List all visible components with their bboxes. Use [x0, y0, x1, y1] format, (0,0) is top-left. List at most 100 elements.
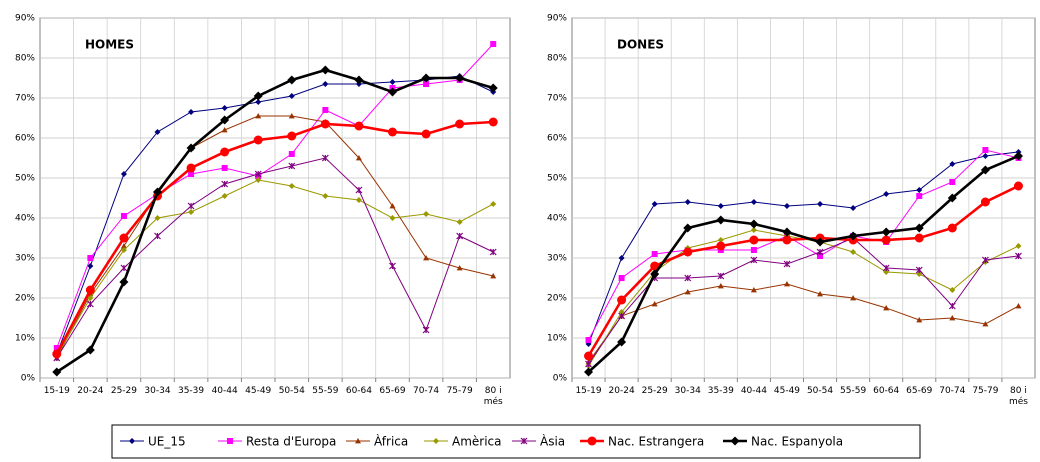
x-tick-label: 55-59 — [840, 386, 867, 396]
marker — [320, 119, 330, 129]
marker — [456, 219, 463, 225]
marker — [227, 438, 233, 444]
marker — [355, 438, 361, 444]
marker — [221, 165, 228, 171]
marker — [85, 285, 95, 295]
marker — [750, 256, 758, 264]
legend-label: Àsia — [540, 434, 565, 449]
marker — [52, 367, 62, 377]
marker — [120, 264, 128, 272]
marker — [456, 265, 463, 271]
marker — [154, 215, 161, 221]
y-tick-label: 80% — [15, 54, 35, 64]
marker — [716, 241, 726, 251]
marker — [850, 295, 857, 301]
y-tick-label: 90% — [15, 14, 35, 24]
marker — [221, 105, 228, 111]
marker — [255, 177, 262, 183]
marker — [618, 275, 625, 281]
marker — [584, 351, 594, 361]
marker — [848, 231, 858, 241]
marker — [322, 81, 329, 87]
marker — [389, 79, 396, 85]
marker — [618, 255, 625, 261]
marker — [980, 197, 990, 207]
marker — [815, 237, 825, 247]
marker — [490, 273, 497, 279]
marker — [947, 193, 957, 203]
marker — [322, 107, 329, 113]
y-tick-label: 20% — [547, 294, 567, 304]
x-tick-label: 70-74 — [412, 386, 440, 396]
y-tick-label: 10% — [547, 334, 567, 344]
marker — [618, 309, 625, 315]
marker — [916, 193, 923, 199]
marker — [154, 129, 161, 135]
marker — [456, 232, 464, 240]
marker — [220, 115, 230, 125]
marker — [949, 161, 956, 167]
marker — [188, 109, 195, 115]
marker — [221, 193, 228, 199]
marker — [750, 199, 757, 205]
marker — [650, 261, 660, 271]
marker — [520, 437, 528, 445]
legend-label: Nac. Espanyola — [751, 435, 843, 449]
marker — [423, 255, 430, 261]
marker — [850, 205, 857, 211]
marker — [585, 360, 592, 368]
marker — [617, 337, 627, 347]
marker — [87, 263, 94, 269]
chart-title: DONES — [617, 38, 664, 52]
marker — [320, 65, 330, 75]
marker — [154, 232, 161, 240]
marker — [783, 281, 790, 287]
marker — [322, 193, 329, 199]
marker — [253, 135, 263, 145]
marker — [254, 170, 262, 178]
marker — [750, 287, 757, 293]
marker — [489, 248, 497, 256]
series-line — [56, 43, 494, 349]
marker — [883, 191, 890, 197]
x-tick-label: 65-69 — [906, 386, 933, 396]
x-tick-label: 20-24 — [608, 386, 635, 396]
marker — [617, 295, 627, 305]
marker — [683, 247, 693, 257]
marker — [153, 187, 162, 197]
legend-label: Àfrica — [374, 434, 408, 449]
marker — [253, 91, 263, 101]
marker — [120, 171, 127, 177]
legend-label: Resta d'Europa — [246, 435, 336, 449]
marker — [651, 251, 658, 257]
marker — [288, 113, 295, 119]
series-line — [56, 179, 494, 357]
marker — [1015, 303, 1022, 309]
marker — [288, 93, 295, 99]
marker — [783, 260, 791, 268]
x-tick-label: 80 i més — [1008, 386, 1028, 407]
marker — [882, 264, 890, 272]
marker — [220, 147, 230, 157]
marker — [948, 302, 956, 310]
x-tick-label: 35-39 — [177, 386, 205, 396]
legend-label: Amèrica — [452, 435, 502, 449]
marker — [716, 215, 726, 225]
x-tick-label: 40-44 — [740, 386, 767, 396]
x-tick-label: 25-29 — [110, 386, 137, 396]
x-tick-label: 20-24 — [77, 386, 104, 396]
marker — [683, 223, 693, 233]
series-line: Àfrica — [588, 283, 1019, 363]
marker — [421, 129, 431, 139]
x-tick-label: 75-79 — [446, 386, 473, 396]
y-tick-label: 30% — [547, 254, 567, 264]
y-tick-label: 50% — [15, 174, 35, 184]
series-line — [56, 157, 494, 359]
marker — [87, 295, 94, 301]
marker — [584, 367, 594, 377]
marker — [684, 274, 692, 282]
marker — [52, 349, 62, 359]
chart-title: HOMES — [85, 38, 134, 52]
x-tick-label: 15-19 — [43, 386, 70, 396]
